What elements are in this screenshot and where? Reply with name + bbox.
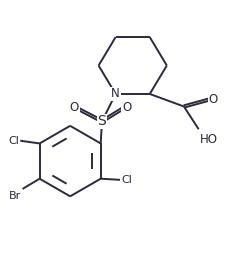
Text: Cl: Cl	[121, 175, 132, 185]
Text: O: O	[122, 101, 132, 114]
Text: S: S	[98, 114, 106, 128]
Text: Cl: Cl	[8, 136, 19, 146]
Text: Br: Br	[9, 191, 21, 201]
Text: O: O	[69, 101, 79, 114]
Text: N: N	[111, 88, 120, 100]
Text: O: O	[209, 93, 218, 106]
Text: HO: HO	[200, 133, 218, 146]
